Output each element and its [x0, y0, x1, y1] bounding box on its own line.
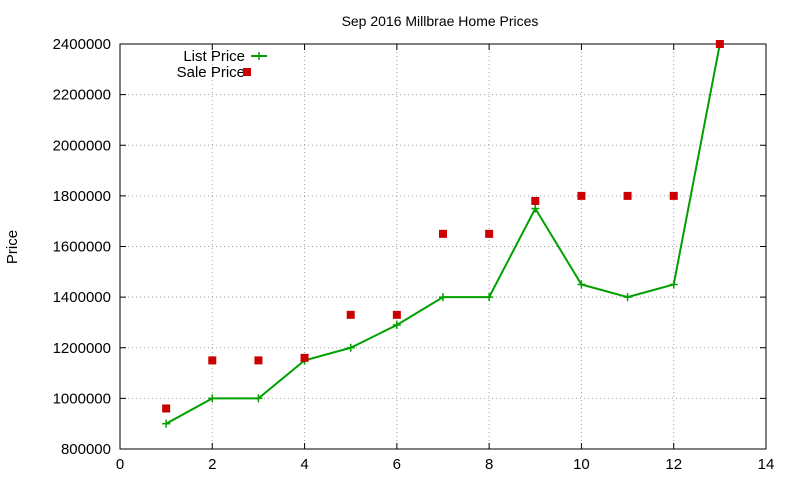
- data-point: [577, 191, 586, 200]
- data-point: [254, 394, 263, 403]
- data-point: [715, 40, 724, 48]
- data-point: [392, 320, 401, 329]
- data-point: [439, 229, 447, 238]
- legend-label: Sale Price: [177, 64, 245, 81]
- y-tick-label: 1600000: [53, 239, 111, 256]
- y-tick-label: 2000000: [53, 137, 111, 154]
- y-tick-label: 2400000: [53, 36, 111, 53]
- data-point: [392, 310, 401, 319]
- legend-marker: [255, 52, 263, 60]
- legend-marker: [243, 68, 251, 76]
- data-point: [346, 310, 355, 319]
- data-point: [623, 191, 632, 200]
- axis-layer: 0 2 4 6 8 10 12 14 800000 1000000 1200000 1400000 16…: [53, 36, 775, 473]
- y-tick-label: 1800000: [53, 188, 111, 205]
- data-point: [623, 293, 632, 302]
- data-point: [439, 293, 447, 302]
- data-point: [254, 356, 263, 365]
- x-tick-label: 14: [758, 456, 775, 473]
- x-tick-label: 10: [573, 456, 590, 473]
- y-tick-label: 800000: [61, 441, 111, 458]
- chart-title: Sep 2016 Millbrae Home Prices: [342, 13, 539, 29]
- data-point: [669, 280, 678, 289]
- x-tick-label: 6: [393, 456, 401, 473]
- legend-label: List Price: [183, 48, 245, 65]
- x-tick-label: 2: [208, 456, 216, 473]
- y-tick-label: 2200000: [53, 87, 111, 104]
- data-point: [300, 353, 309, 362]
- data-point: [485, 293, 494, 302]
- series-sale-price: [162, 40, 724, 413]
- x-tick-label: 4: [300, 456, 308, 473]
- x-tick-label: 0: [116, 456, 124, 473]
- data-point: [162, 419, 171, 428]
- data-point: [577, 280, 586, 289]
- y-tick-label: 1200000: [53, 340, 111, 357]
- data-point: [485, 229, 494, 238]
- x-tick-label: 12: [665, 456, 682, 473]
- data-point: [346, 343, 355, 352]
- y-axis-label: Price: [4, 230, 21, 264]
- series-layer: [162, 40, 724, 428]
- y-tick-label: 1400000: [53, 289, 111, 306]
- y-tick-label: 1000000: [53, 390, 111, 407]
- data-point: [162, 404, 171, 413]
- data-point: [531, 196, 540, 205]
- x-tick-label: 8: [485, 456, 493, 473]
- data-point: [208, 394, 217, 403]
- data-point: [669, 191, 678, 200]
- data-point: [531, 204, 540, 213]
- data-point: [208, 356, 217, 365]
- series-list-price: [162, 40, 724, 428]
- grid-layer: [120, 44, 766, 449]
